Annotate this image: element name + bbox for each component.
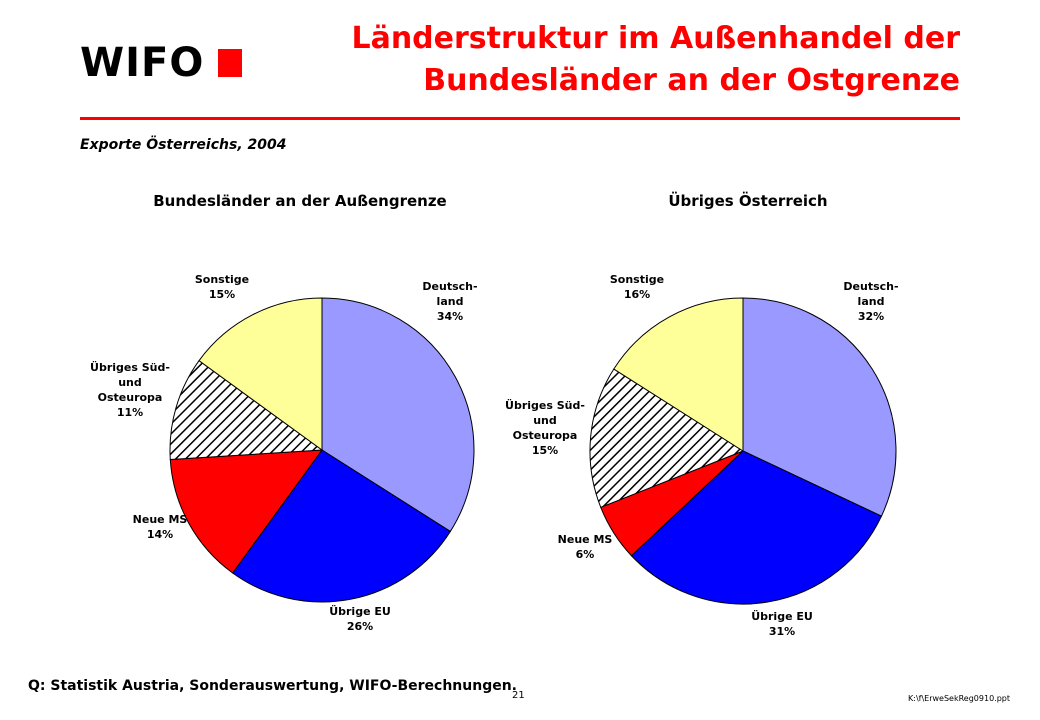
pie-slice-suedosteuropa: [589, 368, 745, 508]
pie-slice-suedosteuropa: [169, 359, 324, 461]
pie-chart-left: Deutsch-land 34% Übrige EU 26% Neue MS 14% Übr…: [90, 273, 478, 633]
slice-label-uebrige-eu: Übrige EU 26%: [329, 604, 391, 633]
title-divider: [80, 117, 960, 120]
page-title: Länderstruktur im Außenhandel der Bundes…: [320, 18, 960, 102]
pie-slice-neue-ms: [169, 449, 324, 574]
page-number: 21: [512, 690, 525, 701]
slice-label-neue-ms: Neue MS 6%: [558, 533, 613, 561]
slice-label-uebrige-eu: Übrige EU 31%: [751, 609, 813, 638]
chart-title-left: Bundesländer an der Außengrenze: [153, 192, 447, 210]
slice-label-sonstige: Sonstige 15%: [195, 273, 249, 301]
pie-slice-uebrige-eu: [231, 449, 452, 603]
slice-label-suedosteuropa: Übriges Süd-und Osteuropa 15%: [505, 398, 585, 457]
wifo-logo: WIFO: [80, 40, 243, 86]
slice-label-suedosteuropa: Übriges Süd-und Osteuropa 11%: [90, 360, 170, 419]
source-note: Q: Statistik Austria, Sonderauswertung, …: [28, 678, 517, 694]
pie-slice-sonstige: [613, 297, 744, 452]
pie-slice-sonstige: [198, 297, 323, 451]
file-reference: K:\f\ErweSekReg0910.ppt: [908, 694, 1010, 703]
pie-slice-deutschland: [742, 297, 897, 517]
chart-title-right: Übriges Österreich: [668, 192, 828, 210]
slice-label-sonstige: Sonstige 16%: [610, 273, 664, 301]
slice-label-deutschland: Deutsch-land 34%: [422, 280, 477, 323]
logo-text: WIFO: [80, 40, 205, 86]
slice-label-deutschland: Deutsch-land 32%: [843, 280, 898, 323]
subtitle: Exporte Österreichs, 2004: [80, 137, 287, 153]
slice-label-neue-ms: Neue MS 14%: [133, 513, 188, 541]
pie-slice-uebrige-eu: [630, 450, 883, 605]
logo-square-icon: [218, 49, 243, 77]
pie-slice-deutschland: [321, 297, 475, 533]
title-line-1: Länderstruktur im Außenhandel der: [351, 21, 960, 56]
title-line-2: Bundesländer an der Ostgrenze: [423, 63, 960, 98]
pie-chart-right: Deutsch-land 32% Übrige EU 31% Neue MS 6% Übri…: [505, 273, 899, 638]
